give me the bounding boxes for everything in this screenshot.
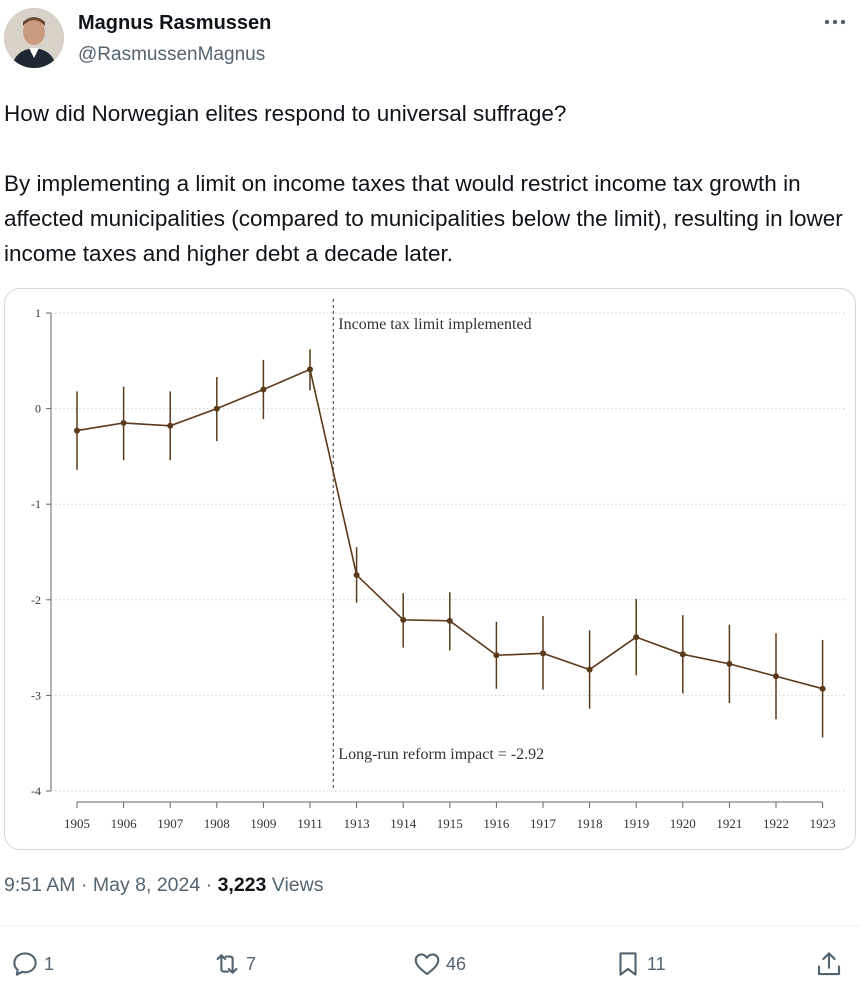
data-point	[260, 386, 267, 393]
avatar-photo-icon	[4, 8, 64, 68]
x-tick-label: 1909	[250, 816, 276, 831]
bookmark-icon	[619, 952, 637, 976]
y-tick-label: -3	[31, 688, 41, 702]
like-count: 46	[446, 953, 467, 974]
x-tick-label: 1919	[623, 816, 649, 831]
data-point	[353, 571, 360, 578]
bookmark-button[interactable]: 11	[613, 944, 666, 984]
like-button[interactable]: 46	[412, 944, 466, 984]
more-options-button[interactable]	[819, 8, 851, 36]
x-tick-label: 1921	[716, 816, 742, 831]
x-tick-label: 1918	[577, 816, 603, 831]
x-tick-label: 1908	[204, 816, 230, 831]
data-point	[819, 685, 826, 692]
views-label: Views	[271, 874, 324, 896]
data-point	[446, 617, 453, 624]
x-tick-label: 1922	[763, 816, 789, 831]
tweet-header: Magnus Rasmussen @RasmussenMagnus	[0, 0, 859, 80]
y-tick-label: -1	[31, 497, 41, 511]
x-tick-label: 1917	[530, 816, 557, 831]
data-point	[773, 673, 779, 680]
x-tick-label: 1920	[670, 816, 696, 831]
data-point	[120, 419, 127, 426]
data-point	[540, 650, 546, 657]
reply-count: 1	[44, 953, 55, 974]
x-tick-label: 1906	[111, 816, 138, 831]
x-tick-label: 1913	[344, 816, 370, 831]
tweet-date[interactable]: May 8, 2024	[92, 874, 201, 896]
action-bar: 1 7 46 11	[0, 944, 859, 984]
tweet-time[interactable]: 9:51 AM	[4, 874, 76, 896]
event-study-chart: 1 0 -1 -2 -3 -4 1905 1906 1907 1908 1909 1911 1913 19…	[31, 299, 845, 831]
data-point	[307, 366, 313, 373]
y-tick-label: -2	[31, 593, 41, 607]
author-name[interactable]: Magnus Rasmussen	[78, 12, 272, 34]
data-point	[633, 634, 640, 641]
tweet-meta: 9:51 AM · May 8, 2024 · 3,223 Views	[4, 874, 323, 897]
repost-icon	[216, 954, 238, 974]
tweet-paragraph-1: How did Norwegian elites respond to univ…	[4, 101, 567, 126]
meta-separator: ·	[205, 874, 213, 896]
reform-annotation: Income tax limit implemented	[338, 316, 531, 333]
x-tick-label: 1915	[437, 816, 463, 831]
repost-count: 7	[246, 953, 257, 974]
meta-separator: ·	[80, 874, 88, 896]
x-tick-label: 1911	[297, 816, 323, 831]
share-icon	[817, 952, 841, 976]
tweet-paragraph-2: By implementing a limit on income taxes …	[4, 171, 843, 266]
author-handle[interactable]: @RasmussenMagnus	[78, 44, 266, 65]
data-point	[586, 666, 593, 673]
more-horizontal-icon	[824, 19, 846, 25]
divider	[0, 925, 859, 926]
y-tick-label: -4	[31, 784, 41, 798]
data-point	[679, 651, 686, 658]
bookmark-count: 11	[647, 953, 666, 974]
y-tick-label: 0	[35, 402, 41, 416]
data-point	[493, 652, 500, 659]
repost-button[interactable]: 7	[212, 944, 256, 984]
impact-annotation: Long-run reform impact = -2.92	[338, 746, 544, 763]
data-point	[74, 427, 80, 434]
data-point	[400, 616, 407, 623]
x-tick-label: 1907	[157, 816, 184, 831]
chart-image[interactable]: 1 0 -1 -2 -3 -4 1905 1906 1907 1908 1909 1911 1913 19…	[4, 288, 856, 850]
y-tick-label: 1	[35, 306, 41, 320]
heart-icon	[414, 953, 440, 976]
reply-button[interactable]: 1	[10, 944, 54, 984]
reply-icon	[13, 952, 37, 976]
tweet-text: How did Norwegian elites respond to univ…	[4, 96, 844, 271]
x-tick-label: 1916	[483, 816, 510, 831]
data-point	[167, 422, 174, 429]
share-button[interactable]	[814, 944, 848, 984]
data-point	[726, 660, 733, 667]
data-point	[213, 405, 220, 412]
x-tick-label: 1914	[390, 816, 417, 831]
views-count: 3,223	[217, 874, 267, 896]
x-tick-label: 1905	[64, 816, 90, 831]
x-tick-label: 1923	[810, 816, 836, 831]
avatar[interactable]	[4, 8, 64, 68]
